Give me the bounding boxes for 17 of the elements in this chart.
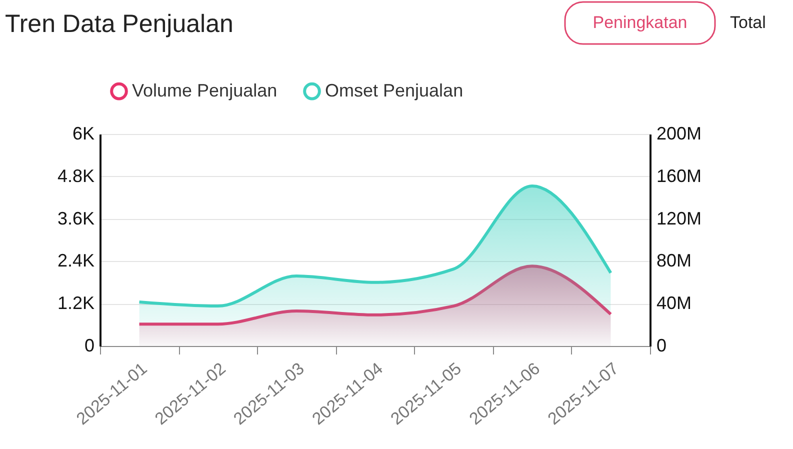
y-tick-label: 6K (72, 124, 94, 144)
y2-tick-label: 40M (656, 293, 692, 314)
legend-label: Omset Penjualan (325, 80, 464, 100)
text: Peningkatan (592, 13, 688, 32)
text: Total (730, 13, 766, 32)
y-tick-label: 0 (84, 336, 94, 356)
y2-tick-label: 200M (656, 124, 702, 144)
y-tick-label: 2.4K (57, 250, 94, 271)
y2-tick-label: 120M (656, 208, 702, 228)
y2-tick-label: 160M (656, 166, 702, 186)
legend-label: Volume Penjualan (132, 80, 278, 100)
y2-tick-label: 80M (656, 250, 692, 271)
y-tick-label: 4.8K (57, 166, 94, 186)
chart-title: Tren Data Penjualan (5, 10, 234, 38)
y-tick-label: 3.6K (57, 208, 94, 228)
y2-tick-label: 0 (656, 336, 667, 356)
y-tick-label: 1.2K (57, 293, 94, 314)
